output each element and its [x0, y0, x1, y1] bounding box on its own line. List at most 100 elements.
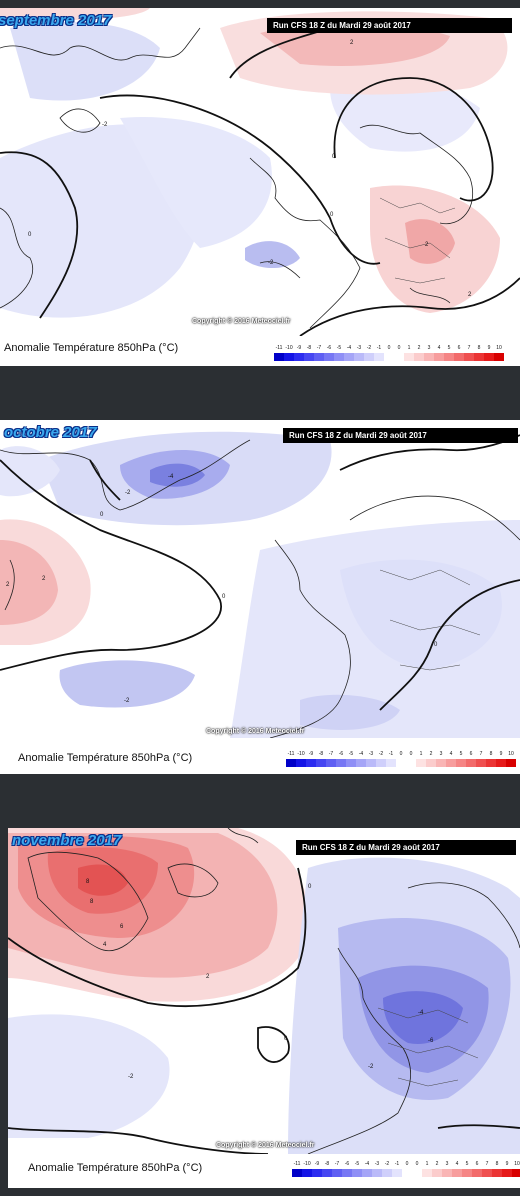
scale-label: -3 — [374, 1161, 380, 1167]
scale-bar — [274, 353, 504, 361]
scale-label: 9 — [499, 751, 503, 757]
scale-label: -1 — [394, 1161, 400, 1167]
contour-label: -2 — [368, 1064, 374, 1070]
cold-anomaly-area — [120, 117, 272, 249]
scale-swatch — [302, 1169, 312, 1177]
coastline — [167, 863, 219, 898]
copyright: Copyright © 2016 Meteociel.fr — [216, 1142, 315, 1149]
scale-swatch — [316, 759, 326, 767]
scale-label: -7 — [328, 751, 334, 757]
cold-anomaly-area — [330, 77, 480, 152]
scale-label: -9 — [314, 1161, 320, 1167]
contour-label: 8 — [90, 899, 94, 905]
border-lines — [379, 569, 481, 671]
scale-label: 0 — [415, 1161, 419, 1167]
cold-anomaly-area — [300, 694, 400, 730]
scale-swatch — [296, 759, 306, 767]
scale-swatch — [312, 1169, 322, 1177]
scale-swatch — [472, 1169, 482, 1177]
scale-swatch — [322, 1169, 332, 1177]
scale-label: -2 — [384, 1161, 390, 1167]
zero-contour — [99, 94, 381, 265]
scale-swatch — [502, 1169, 512, 1177]
contour-label: 2 — [6, 582, 10, 588]
scale-label: -7 — [334, 1161, 340, 1167]
scale-swatch — [422, 1169, 432, 1177]
scale-swatch — [364, 353, 374, 361]
scale-swatch — [334, 353, 344, 361]
scale-label: -3 — [368, 751, 374, 757]
scale-label: -9 — [296, 345, 302, 351]
contour-label: 0 — [434, 642, 438, 648]
scale-labels: -11 -10 -9 -8 -7 -6 -5 -4 -3 -2 -1 0 0 1 2 3 4 5 6 7 8 9 10 — [274, 344, 504, 353]
month-title: octobre 2017 — [4, 424, 97, 441]
scale-bar — [286, 759, 516, 767]
scale-swatch — [384, 353, 394, 361]
scale-label: -10 — [297, 751, 305, 757]
scale-swatch — [274, 353, 284, 361]
run-info: Run CFS 18 Z du Mardi 29 août 2017 — [267, 18, 512, 33]
scale-swatch — [332, 1169, 342, 1177]
map-caption: Anomalie Température 850hPa (°C) — [28, 1162, 203, 1174]
scale-swatch — [372, 1169, 382, 1177]
scale-label: -6 — [338, 751, 344, 757]
map-panel-november: 8 8 6 4 2 -2 -4 -6 -2 0 0 novembre 2017 … — [8, 828, 520, 1188]
warm-anomaly-area — [78, 864, 128, 896]
map-area: 0 0 0 2 2 -2 -2 2 — [0, 8, 520, 336]
scale-swatch — [376, 759, 386, 767]
zero-contour — [333, 77, 494, 202]
coastline — [4, 559, 15, 611]
zero-contour — [8, 867, 307, 1007]
scale-label: -11 — [293, 1161, 301, 1167]
scale-swatch — [406, 759, 416, 767]
cold-anomaly-area — [383, 991, 463, 1044]
scale-swatch — [496, 759, 506, 767]
scale-swatch — [434, 353, 444, 361]
scale-bar — [292, 1169, 520, 1177]
map-area: 8 8 6 4 2 -2 -4 -6 -2 0 0 — [8, 828, 520, 1154]
scale-label: -6 — [344, 1161, 350, 1167]
contour-label: 0 — [308, 884, 312, 890]
scale-swatch — [344, 353, 354, 361]
scale-label: -5 — [348, 751, 354, 757]
scale-label: 2 — [435, 1161, 439, 1167]
copyright: Copyright © 2016 Meteociel.fr — [206, 728, 305, 735]
scale-label: 4 — [437, 345, 441, 351]
scale-swatch — [412, 1169, 422, 1177]
contour-label: 0 — [28, 232, 32, 238]
scale-label: -3 — [356, 345, 362, 351]
zero-contour — [299, 277, 520, 336]
scale-label: -9 — [308, 751, 314, 757]
map-caption: Anomalie Température 850hPa (°C) — [4, 342, 179, 354]
scale-label: 3 — [445, 1161, 449, 1167]
contour-label: -2 — [102, 122, 108, 128]
scale-label: 0 — [387, 345, 391, 351]
scale-swatch — [374, 353, 384, 361]
warm-anomaly-area — [0, 8, 150, 21]
contour-label: 0 — [330, 212, 334, 218]
scale-label: 7 — [467, 345, 471, 351]
contour-label: 2 — [42, 576, 46, 582]
scale-label: -6 — [326, 345, 332, 351]
scale-label: -7 — [316, 345, 322, 351]
scale-label: 6 — [457, 345, 461, 351]
scale-label: -10 — [303, 1161, 311, 1167]
contour-label: 0 — [100, 512, 104, 518]
scale-swatch — [306, 759, 316, 767]
scale-swatch — [482, 1169, 492, 1177]
scale-label: 2 — [429, 751, 433, 757]
scale-label: 6 — [469, 751, 473, 757]
border-lines — [379, 197, 456, 284]
scale-swatch — [382, 1169, 392, 1177]
warm-anomaly-area — [260, 22, 450, 66]
scale-labels: -11 -10 -9 -8 -7 -6 -5 -4 -3 -2 -1 0 0 1 2 3 4 5 6 7 8 9 10 — [286, 750, 516, 759]
coastline — [0, 207, 33, 309]
scale-label: -8 — [306, 345, 312, 351]
contour-label: -2 — [268, 260, 274, 266]
contour-label: 0 — [222, 594, 226, 600]
run-info: Run CFS 18 Z du Mardi 29 août 2017 — [283, 428, 518, 443]
scale-label: -4 — [346, 345, 352, 351]
scale-label: 4 — [449, 751, 453, 757]
scale-label: 0 — [397, 345, 401, 351]
scale-swatch — [402, 1169, 412, 1177]
